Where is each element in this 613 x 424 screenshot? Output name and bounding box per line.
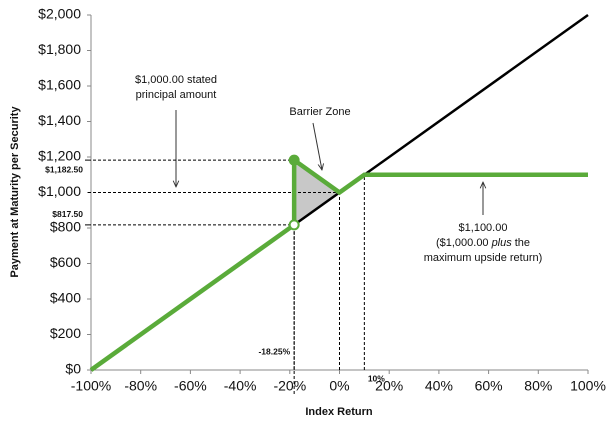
guide-y-label: $1,182.50 xyxy=(45,164,83,174)
y-tick-label: $1,600 xyxy=(38,77,81,93)
x-tick-label: -40% xyxy=(224,378,257,394)
barrier-zone xyxy=(294,160,340,225)
x-tick-label: 60% xyxy=(475,378,503,394)
point-marker xyxy=(288,219,300,231)
y-tick-label: $1,000 xyxy=(38,183,81,199)
x-axis-label: Index Return xyxy=(305,406,373,418)
annotation-arrows xyxy=(176,110,483,215)
point-marker xyxy=(288,154,300,166)
annotation: $1,100.00 xyxy=(459,222,508,234)
arrow xyxy=(312,122,322,170)
x-tick-label: 0% xyxy=(329,378,349,394)
x-tick-label: 100% xyxy=(570,378,606,394)
guide-x-label: 10% xyxy=(368,373,385,383)
annotation: principal amount xyxy=(136,89,217,101)
x-tick-label: 40% xyxy=(425,378,453,394)
annotation-part: ($1,000.00 xyxy=(436,237,489,249)
x-tick-label: 20% xyxy=(375,378,403,394)
annotation: ($1,000.00 plus the xyxy=(436,237,530,249)
y-tick-label: $400 xyxy=(50,290,81,306)
y-tick-label: $1,200 xyxy=(38,148,81,164)
y-tick-label: $2,000 xyxy=(38,6,81,22)
annotation-part: plus xyxy=(491,237,513,249)
guide-y-label: $817.50 xyxy=(52,209,83,219)
y-axis-label: Payment at Maturity per Security xyxy=(9,106,21,278)
series-line xyxy=(89,155,588,372)
x-tick-label: -60% xyxy=(174,378,207,394)
y-tick-label: $0 xyxy=(65,361,81,377)
y-tick-label: $200 xyxy=(50,325,81,341)
y-tick-label: $800 xyxy=(50,219,81,235)
y-tick-label: $1,400 xyxy=(38,112,81,128)
annotation: $1,000.00 stated xyxy=(135,74,217,86)
annotation: maximum upside return) xyxy=(424,252,543,264)
x-tick-label: -100% xyxy=(71,378,111,394)
y-tick-label: $1,800 xyxy=(38,41,81,57)
annotation: Barrier Zone xyxy=(289,106,350,118)
guide-x-label: -18.25% xyxy=(258,346,290,356)
x-tick-label: -80% xyxy=(124,378,157,394)
annotation-part: the xyxy=(515,237,530,249)
x-tick-label: 80% xyxy=(524,378,552,394)
x-tick-label: -20% xyxy=(273,378,306,394)
y-tick-label: $600 xyxy=(50,254,81,270)
